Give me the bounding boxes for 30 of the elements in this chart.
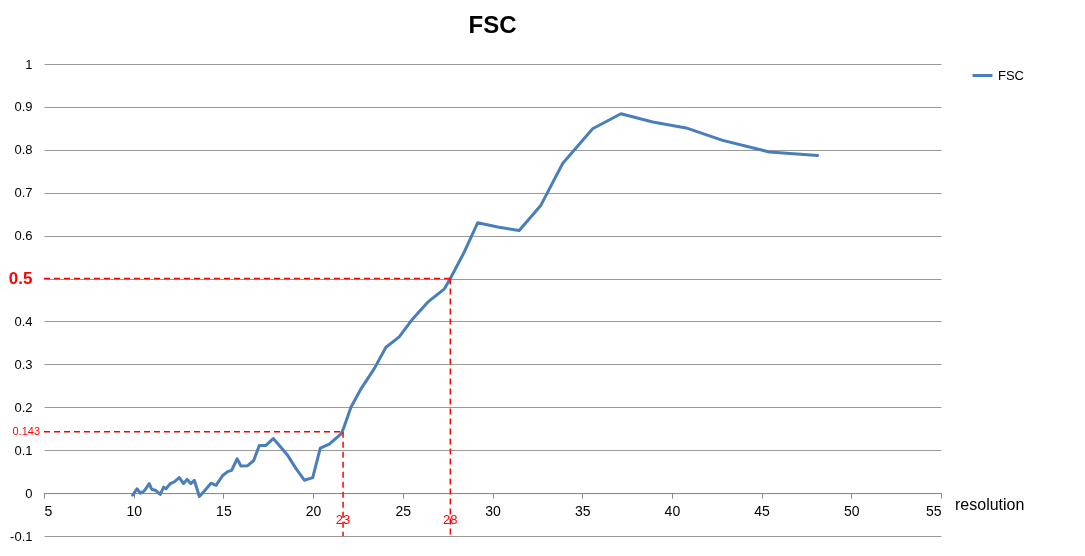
line-series [131,112,820,499]
x-tick-label: 35 [574,502,591,519]
y-tick-label: 0.1 [14,442,33,458]
x-tick-label: 25 [395,502,412,519]
x-tick-label: 50 [844,502,860,519]
y-tick-label: 0 [25,485,33,501]
y-tick-label: 0.5 [8,269,33,289]
x-tick-label: 15 [216,502,232,519]
y-tick-label: -0.1 [10,528,33,544]
y-tick-label: 1 [25,56,33,72]
x-tick-label: 40 [664,502,681,519]
y-tick-label: 0.9 [14,99,33,115]
y-tick-label: 0.3 [14,356,33,372]
x-tick-label: 5 [44,502,53,519]
annotation: 28 [443,512,458,528]
ref-line-label: 0.143 [12,424,40,437]
x-tick-label: 55 [925,502,942,519]
y-tick-label: 0.6 [14,228,33,244]
y-tick-label: 0.7 [14,185,33,201]
chart-title: FSC [468,11,517,38]
y-tick-label: 0.4 [14,313,33,329]
annotation: 23 [335,512,351,528]
x-axis-title: resolution [955,496,1025,514]
x-tick-label: 30 [485,502,501,519]
x-tick-label: 20 [305,502,322,519]
legend-label: FSC [998,67,1024,83]
x-tick-label: 45 [754,502,771,519]
y-tick-label: 0.2 [14,399,33,415]
y-tick-label: 0.8 [14,142,33,158]
x-tick-label: 10 [126,502,143,519]
